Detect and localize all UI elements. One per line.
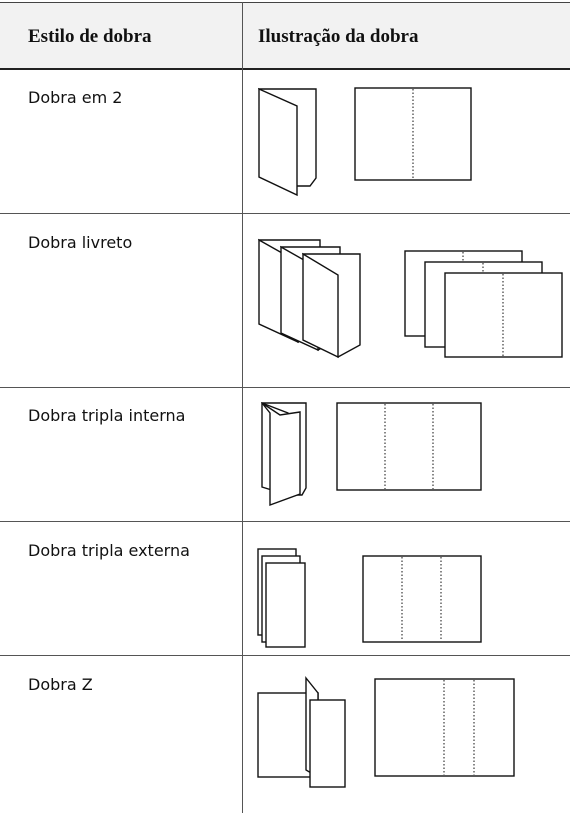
row-label: Dobra livreto bbox=[28, 233, 133, 252]
column-divider bbox=[242, 2, 243, 813]
row-label: Dobra tripla interna bbox=[28, 406, 186, 425]
column-header: Estilo de dobra bbox=[28, 26, 152, 47]
row-divider bbox=[0, 655, 570, 656]
row-label: Dobra em 2 bbox=[28, 88, 123, 107]
row-divider bbox=[0, 213, 570, 214]
header-row bbox=[0, 2, 570, 70]
row-divider bbox=[0, 521, 570, 522]
column-header: Ilustração da dobra bbox=[258, 26, 419, 47]
row-label: Dobra Z bbox=[28, 675, 93, 694]
row-divider bbox=[0, 387, 570, 388]
row-label: Dobra tripla externa bbox=[28, 541, 190, 560]
